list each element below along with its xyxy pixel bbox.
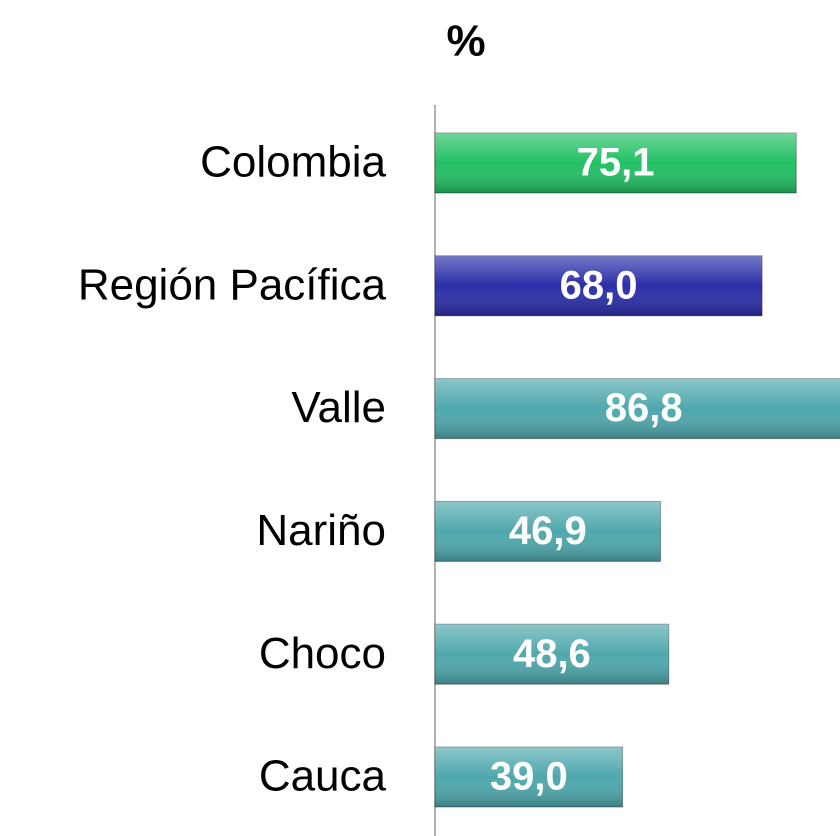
bar-shade <box>435 133 797 193</box>
category-label: Valle <box>291 383 386 432</box>
value-label: 75,1 <box>577 141 655 185</box>
bar-shade <box>435 747 623 807</box>
category-label: Región Pacífica <box>78 260 387 309</box>
category-label: Colombia <box>200 138 386 187</box>
chart-title: % <box>446 17 485 66</box>
category-label: Choco <box>259 629 386 678</box>
value-label: 86,8 <box>605 386 683 430</box>
value-label: 68,0 <box>560 263 638 307</box>
value-label: 39,0 <box>490 755 568 799</box>
category-label: Nariño <box>256 506 386 555</box>
bar-shade <box>435 501 661 562</box>
value-label: 48,6 <box>513 632 591 676</box>
category-label: Cauca <box>259 752 387 801</box>
bar-shade <box>435 624 669 685</box>
value-label: 46,9 <box>509 509 587 553</box>
bar-shade <box>435 255 763 316</box>
bar-shade <box>435 378 840 439</box>
